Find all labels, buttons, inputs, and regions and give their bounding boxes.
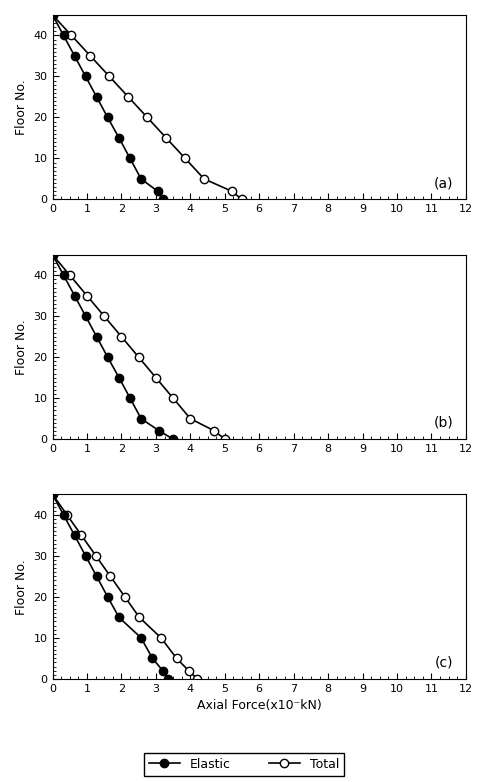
Total (79, 531, 84, 540)
Total (211, 426, 217, 436)
Y-axis label: Floor No.: Floor No. (15, 79, 28, 135)
Elastic (170, 435, 176, 444)
Elastic (82, 72, 88, 81)
Elastic (138, 633, 144, 643)
Line: Total: Total (48, 250, 229, 443)
Total (186, 666, 192, 676)
Line: Elastic: Elastic (48, 490, 172, 683)
Elastic (116, 373, 122, 382)
Elastic (138, 414, 144, 423)
Elastic (127, 154, 133, 163)
Elastic (116, 133, 122, 142)
Elastic (94, 572, 100, 581)
Total (163, 133, 169, 142)
Elastic (50, 10, 56, 20)
Total (102, 311, 107, 321)
Legend: Elastic, Total: Elastic, Total (144, 753, 344, 776)
Elastic (160, 195, 166, 204)
X-axis label: Axial Force(x10⁻kN): Axial Force(x10⁻kN) (197, 699, 322, 712)
Elastic (105, 592, 111, 601)
Elastic (61, 510, 66, 519)
Total (144, 113, 150, 122)
Total (174, 654, 180, 663)
Total (67, 271, 73, 280)
Total (182, 154, 188, 163)
Elastic (165, 674, 171, 683)
Elastic (50, 250, 56, 260)
Total (239, 195, 245, 204)
Line: Elastic: Elastic (48, 250, 177, 443)
Total (187, 414, 193, 423)
Elastic (105, 353, 111, 362)
Total (107, 572, 113, 581)
Total (201, 174, 207, 184)
Total (68, 30, 74, 40)
Text: (a): (a) (434, 176, 453, 190)
Elastic (149, 654, 155, 663)
Total (222, 435, 228, 444)
Y-axis label: Floor No.: Floor No. (15, 319, 28, 375)
Total (136, 353, 142, 362)
Text: (c): (c) (435, 655, 453, 669)
Elastic (155, 187, 161, 196)
Total (106, 72, 112, 81)
Elastic (61, 30, 66, 40)
Elastic (105, 113, 111, 122)
Total (137, 612, 142, 622)
Elastic (94, 332, 100, 342)
Total (170, 393, 176, 403)
Y-axis label: Floor No.: Floor No. (15, 559, 28, 615)
Total (194, 674, 200, 683)
Elastic (72, 52, 78, 61)
Total (158, 633, 164, 643)
Elastic (127, 393, 133, 403)
Total (50, 250, 56, 260)
Total (84, 291, 90, 300)
Total (153, 373, 159, 382)
Elastic (94, 92, 100, 102)
Total (50, 10, 56, 20)
Elastic (82, 311, 88, 321)
Elastic (160, 666, 166, 676)
Line: Total: Total (48, 11, 246, 203)
Total (50, 490, 56, 499)
Total (122, 592, 128, 601)
Elastic (82, 551, 88, 561)
Elastic (157, 426, 163, 436)
Total (119, 332, 124, 342)
Elastic (138, 174, 144, 184)
Elastic (72, 291, 78, 300)
Elastic (61, 271, 66, 280)
Total (93, 551, 99, 561)
Elastic (50, 490, 56, 499)
Line: Total: Total (48, 490, 202, 683)
Total (125, 92, 131, 102)
Total (64, 510, 70, 519)
Elastic (116, 612, 122, 622)
Total (229, 187, 235, 196)
Text: (b): (b) (434, 416, 453, 430)
Total (87, 52, 93, 61)
Elastic (72, 531, 78, 540)
Line: Elastic: Elastic (48, 11, 167, 203)
